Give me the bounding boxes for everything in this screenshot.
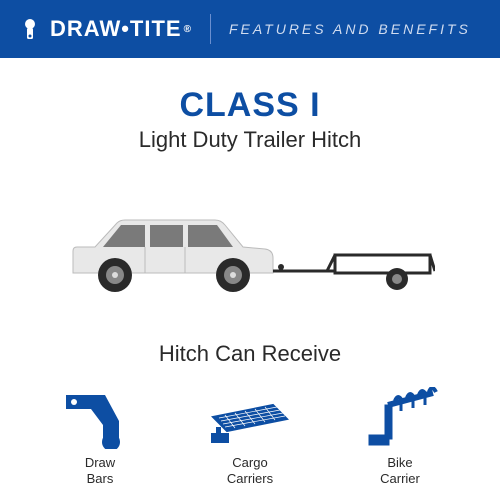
bike-carrier-icon	[361, 387, 439, 449]
label-line: Cargo	[232, 455, 267, 470]
accessory-cargo-carriers: Cargo Carriers	[205, 387, 295, 486]
accessories-row: Draw Bars	[0, 387, 500, 486]
header-bar: DRAW•TITE ® FEATURES AND BENEFITS	[0, 0, 500, 58]
accessory-label: Bike Carrier	[380, 455, 420, 486]
product-subtitle: Light Duty Trailer Hitch	[0, 127, 500, 153]
cargo-carrier-icon	[211, 387, 289, 449]
label-line: Draw	[85, 455, 115, 470]
label-line: Bars	[87, 471, 114, 486]
vehicle-illustration	[0, 203, 500, 303]
header-divider	[210, 14, 211, 44]
suv-trailer-icon	[65, 203, 435, 303]
hitch-ball-icon	[18, 17, 42, 41]
accessory-label: Cargo Carriers	[227, 455, 273, 486]
accessory-label: Draw Bars	[85, 455, 115, 486]
label-line: Bike	[387, 455, 412, 470]
registered-mark: ®	[184, 24, 192, 35]
label-line: Carriers	[227, 471, 273, 486]
receive-title: Hitch Can Receive	[0, 341, 500, 367]
accessory-draw-bars: Draw Bars	[55, 387, 145, 486]
draw-bar-icon	[61, 387, 139, 449]
class-title: CLASS I	[0, 86, 500, 125]
label-line: Carrier	[380, 471, 420, 486]
accessory-bike-carrier: Bike Carrier	[355, 387, 445, 486]
brand-logo: DRAW•TITE ®	[18, 16, 192, 42]
brand-name: DRAW•TITE	[50, 16, 182, 42]
header-subtitle: FEATURES AND BENEFITS	[229, 21, 471, 37]
